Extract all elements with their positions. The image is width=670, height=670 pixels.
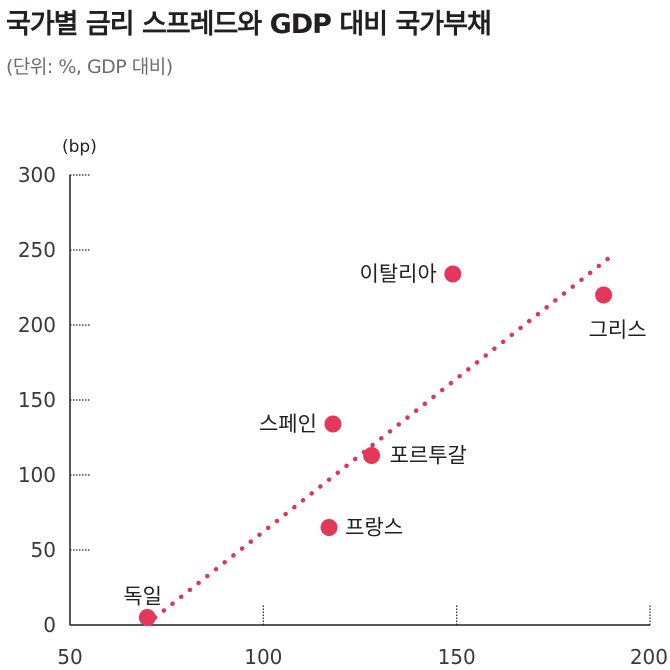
data-point	[138, 609, 156, 626]
y-tick-label: 150	[18, 388, 56, 412]
data-points	[138, 265, 613, 626]
y-axis-unit-label: (bp)	[62, 137, 97, 157]
data-point	[320, 519, 338, 536]
data-point	[595, 286, 613, 304]
x-tick-label: 100	[244, 645, 282, 669]
chart-title: 국가별 금리 스프레드와 GDP 대비 국가부채	[6, 9, 492, 40]
x-tick-label: 200	[630, 645, 668, 669]
data-point-label: 독일	[123, 585, 162, 609]
data-point-label: 그리스	[589, 318, 647, 342]
chart-subtitle: (단위: %, GDP 대비)	[6, 56, 173, 78]
data-point-label: 스페인	[259, 412, 317, 436]
y-tick-label: 200	[18, 313, 56, 337]
data-point-label: 이탈리아	[360, 262, 437, 286]
data-point-label: 프랑스	[345, 516, 403, 540]
y-tick-label: 0	[43, 613, 56, 637]
trend-line	[152, 250, 618, 620]
data-point	[363, 447, 381, 464]
trendline	[152, 250, 618, 620]
x-tick-label: 50	[57, 645, 82, 669]
data-point-label: 포르투갈	[390, 444, 467, 468]
y-tick-label: 50	[31, 538, 56, 562]
data-point	[324, 415, 342, 433]
data-point	[444, 265, 462, 283]
x-tick-label: 150	[438, 645, 476, 669]
y-tick-label: 100	[18, 463, 56, 487]
y-tick-label: 250	[18, 238, 56, 262]
y-tick-label: 300	[18, 163, 56, 187]
